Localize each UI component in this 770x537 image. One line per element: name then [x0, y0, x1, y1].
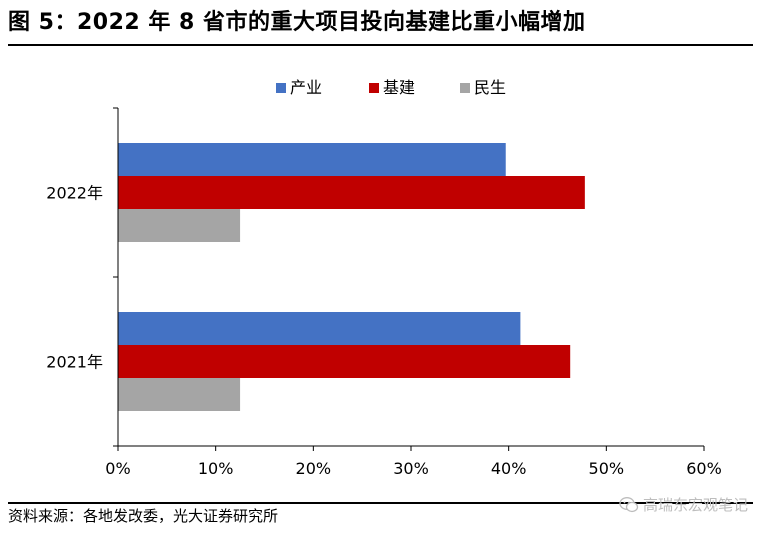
- x-tick-label-0: 0%: [105, 459, 130, 478]
- watermark: 高瑞东宏观笔记: [619, 494, 748, 516]
- legend-label-2: 民生: [474, 78, 506, 97]
- bar-0-1: [118, 176, 585, 209]
- legend-swatch-2: [460, 83, 470, 93]
- title-rule: [8, 44, 753, 46]
- bar-0-2: [118, 209, 241, 242]
- legend-swatch-0: [276, 83, 286, 93]
- x-tick-label-4: 40%: [491, 459, 527, 478]
- wechat-icon: [619, 497, 639, 513]
- legend: 产业 基建 民生: [276, 78, 506, 97]
- x-tick-label-3: 30%: [393, 459, 429, 478]
- watermark-text: 高瑞东宏观笔记: [642, 496, 748, 514]
- legend-label-1: 基建: [383, 78, 415, 97]
- category-label-1: 2021年: [46, 353, 103, 372]
- x-tick-label-6: 60%: [686, 459, 722, 478]
- x-tick-label-2: 20%: [296, 459, 332, 478]
- axes: 2022年 2021年 0% 10% 20% 30% 40% 50% 60%: [46, 107, 722, 478]
- source-rule: [8, 502, 753, 504]
- bar-1-0: [118, 312, 521, 345]
- x-tick-label-1: 10%: [198, 459, 234, 478]
- bar-1-2: [118, 378, 241, 411]
- source-note: 资料来源：各地发改委，光大证券研究所: [8, 507, 279, 525]
- category-label-0: 2022年: [46, 184, 103, 203]
- bars: [118, 143, 585, 411]
- legend-label-0: 产业: [290, 78, 322, 97]
- x-tick-label-5: 50%: [589, 459, 625, 478]
- bar-1-1: [118, 345, 571, 378]
- chart-title: 图 5：2022 年 8 省市的重大项目投向基建比重小幅增加: [8, 10, 586, 35]
- legend-swatch-1: [369, 83, 379, 93]
- bar-chart: 产业 基建 民生 2022年 2021年 0% 10% 20% 30% 40% 50% 60%: [46, 78, 722, 478]
- bar-0-0: [118, 143, 506, 176]
